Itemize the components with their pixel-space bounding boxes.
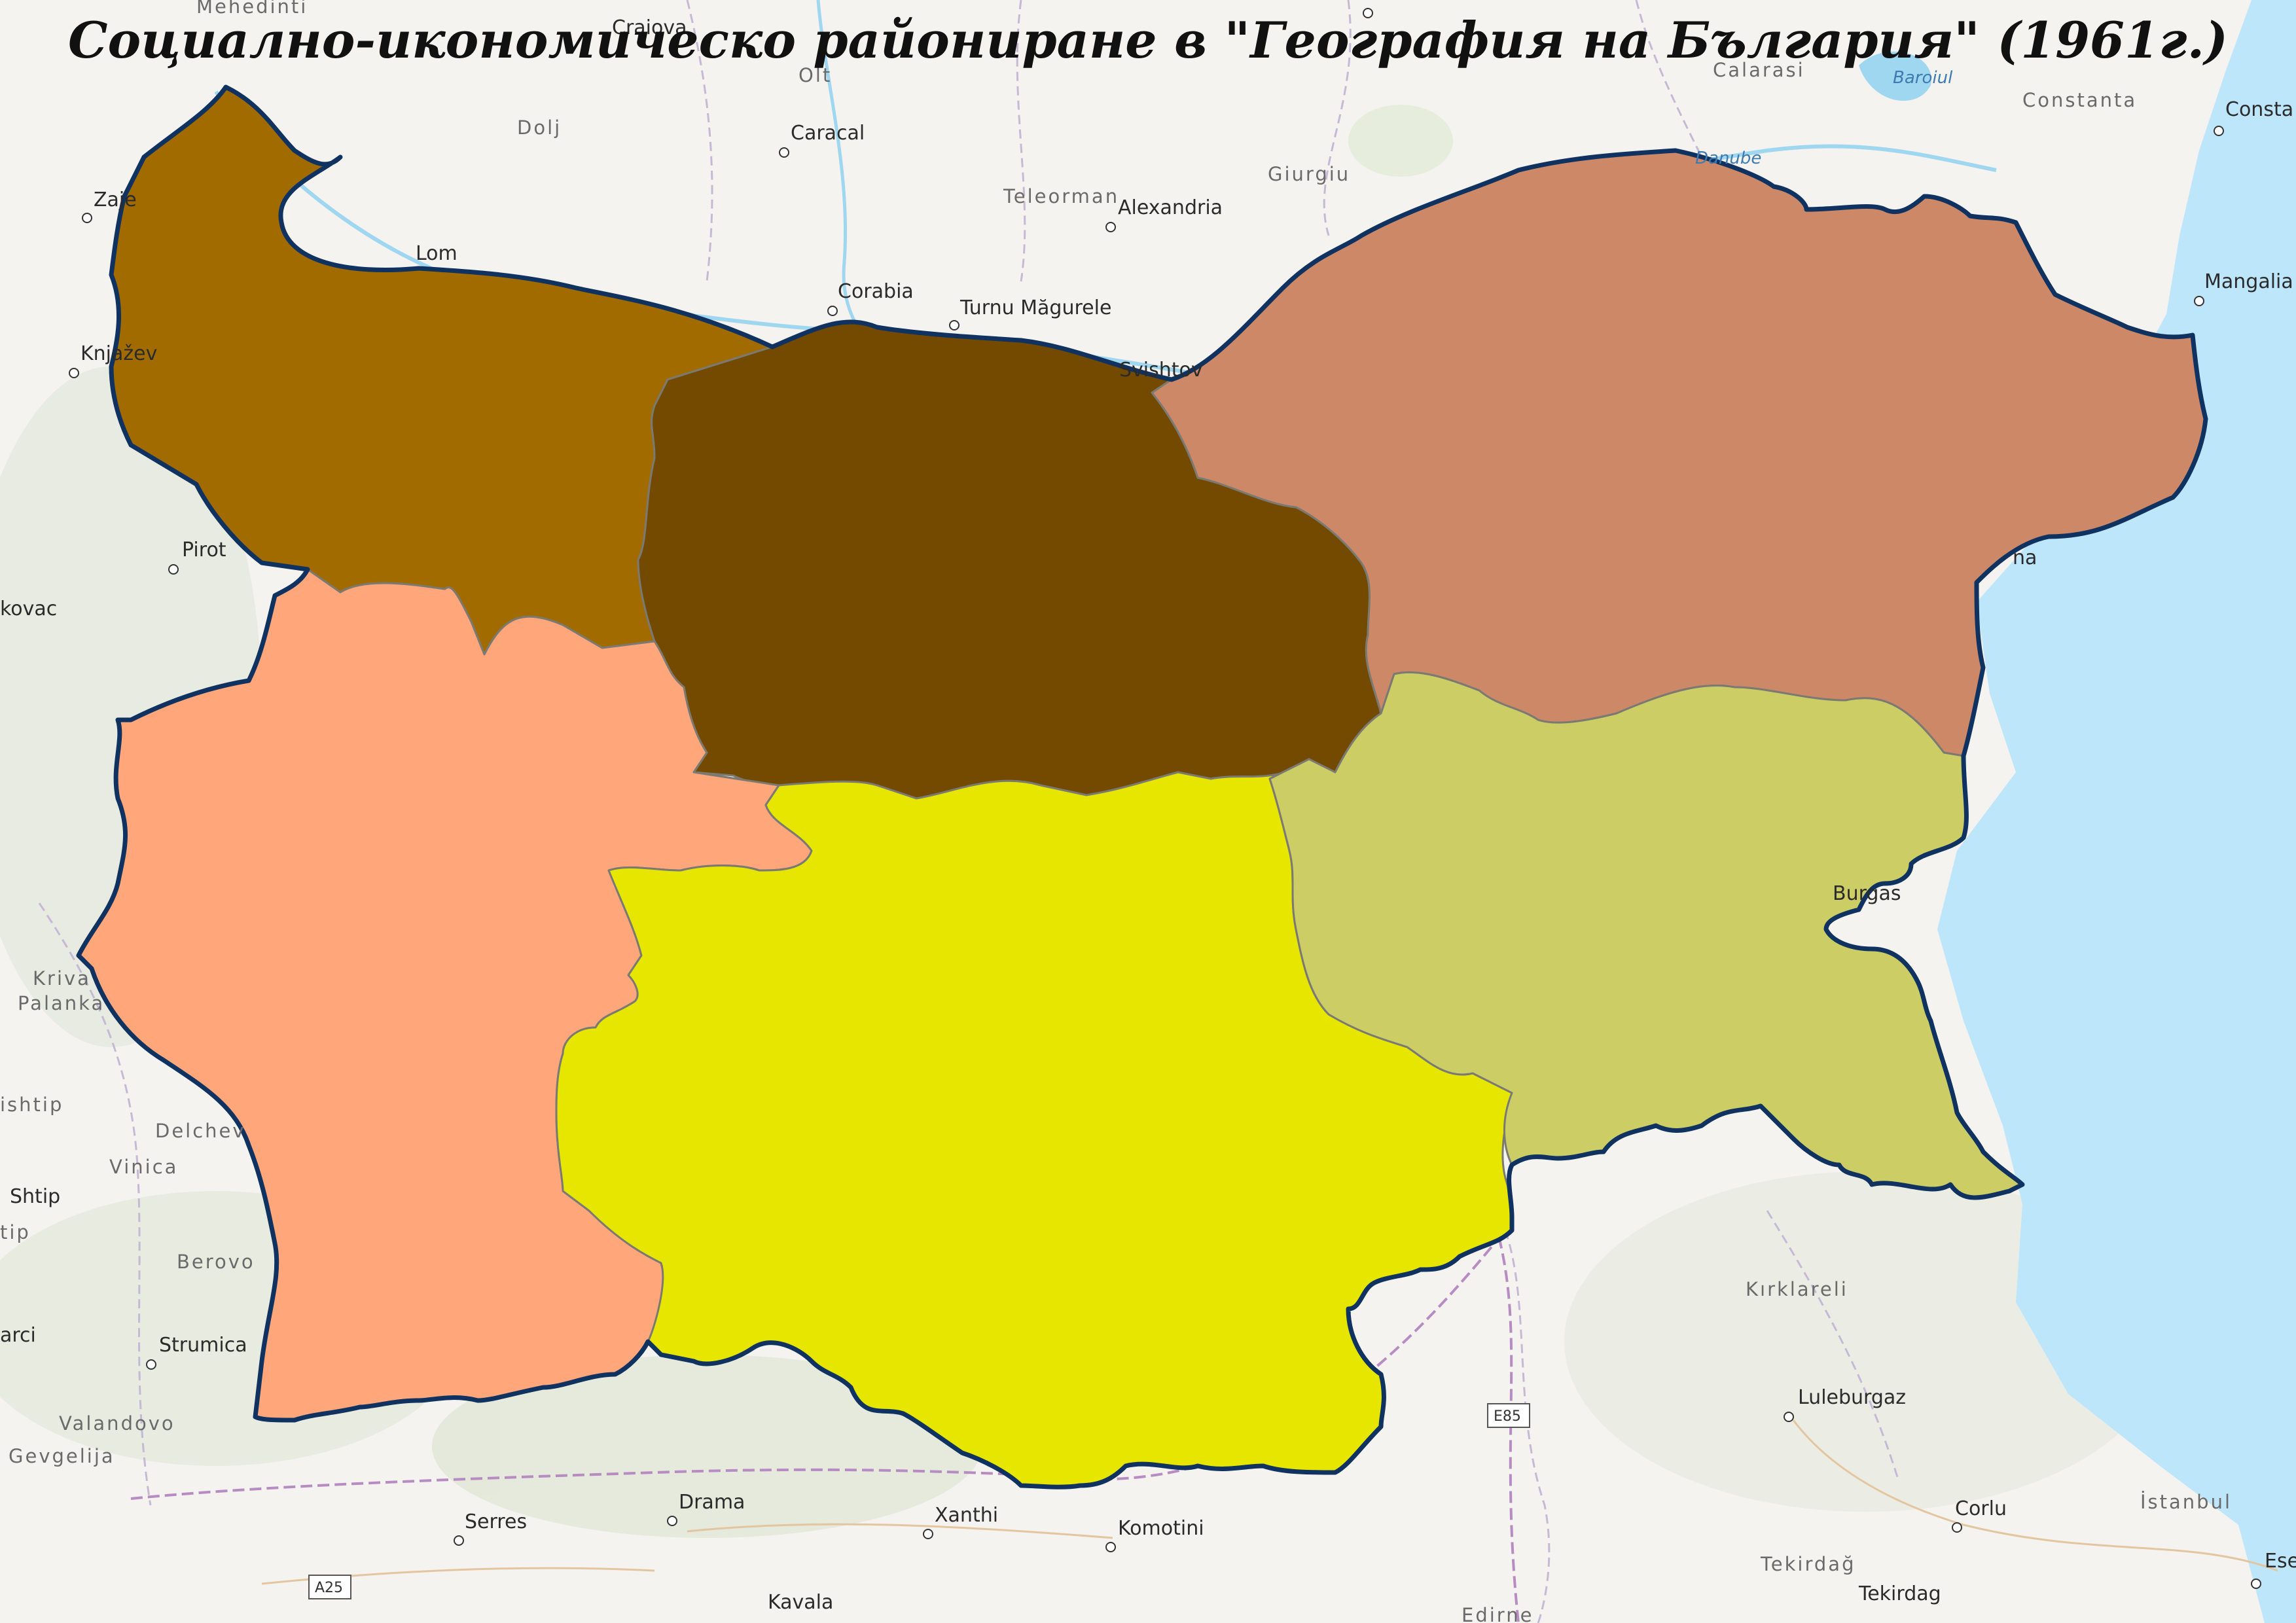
label-constanta: Consta xyxy=(2225,98,2293,121)
label-kirklareli: Kırklareli xyxy=(1746,1278,1848,1300)
label-kriva: Kriva xyxy=(33,967,91,990)
lake-baroiul xyxy=(1859,51,1931,101)
label-tekirdag: Tekirdag xyxy=(1858,1582,1941,1605)
label-berovo: Berovo xyxy=(177,1251,255,1273)
label-knjazevac: Knjažev xyxy=(81,342,157,365)
label-drama: Drama xyxy=(679,1491,745,1514)
label-strumica: Strumica xyxy=(159,1334,247,1357)
label-alexandria: Alexandria xyxy=(1118,196,1223,219)
label-pirot: Pirot xyxy=(182,539,226,562)
label-lom: Lom xyxy=(416,242,457,265)
label-valandovo: Valandovo xyxy=(59,1412,175,1435)
black-sea xyxy=(1937,0,2296,1623)
label-shtip: Shtip xyxy=(10,1185,60,1208)
label-kavala: Kavala xyxy=(768,1591,833,1614)
settlement-dots xyxy=(69,8,2261,1589)
label-mehedinti: Mehedinti xyxy=(196,0,308,18)
label-vinica: Vinica xyxy=(109,1156,178,1178)
label-olt: Olt xyxy=(798,64,832,86)
road-shield-e85 xyxy=(1487,1403,1530,1428)
label-serres: Serres xyxy=(465,1510,527,1533)
label-stip-region: ishtip xyxy=(0,1094,63,1116)
label-luleburgaz: Luleburgaz xyxy=(1798,1386,1906,1409)
label-xanthi: Xanthi xyxy=(935,1504,998,1527)
label-gevgelija: Gevgelija xyxy=(9,1445,115,1467)
label-tip: tip xyxy=(0,1221,31,1243)
label-caracal: Caracal xyxy=(791,122,865,145)
olt-river xyxy=(816,0,859,329)
label-giurgiu: Giurgiu xyxy=(1268,163,1350,185)
road-shield-a25 xyxy=(308,1575,351,1599)
label-corabia: Corabia xyxy=(838,280,914,303)
label-baroiul: Baroiul xyxy=(1893,68,1953,88)
bulgaria-border xyxy=(76,84,2208,1489)
map-title: Социално-икономическо райониране в "Геог… xyxy=(68,11,2228,69)
label-danube: Danube xyxy=(1695,149,1761,168)
regions xyxy=(77,86,2207,1488)
label-ese: Ese xyxy=(2265,1550,2296,1573)
label-dolj: Dolj xyxy=(517,116,562,139)
label-corlu: Corlu xyxy=(1955,1497,2007,1520)
label-babusnica: kovac xyxy=(0,597,57,620)
label-tekirdag-region: Tekirdağ xyxy=(1760,1553,1856,1575)
label-varna: na xyxy=(2013,546,2037,569)
label-constanta-region: Constanta xyxy=(2022,89,2137,111)
label-mangalia: Mangalia xyxy=(2204,270,2293,293)
label-istanbul: İstanbul xyxy=(2140,1491,2232,1513)
label-delchevo: Delchev xyxy=(155,1120,246,1142)
label-zajecar: Zaje xyxy=(94,188,137,211)
label-craiova: Craiova xyxy=(612,16,687,39)
admin-boundaries xyxy=(38,0,1899,1623)
label-svishtov: Svishtov xyxy=(1119,359,1203,382)
label-palanka: Palanka xyxy=(18,992,105,1014)
label-komotini: Komotini xyxy=(1118,1517,1204,1540)
label-a25: A25 xyxy=(315,1580,343,1596)
label-turnu-magurele: Turnu Măgurele xyxy=(960,296,1111,319)
label-calarasi: Calarasi xyxy=(1713,59,1805,81)
label-teleorman: Teleorman xyxy=(1003,185,1119,207)
label-e85: E85 xyxy=(1494,1408,1521,1425)
label-burgas: Burgas xyxy=(1833,882,1901,905)
label-marci: arci xyxy=(0,1324,36,1347)
label-edirne: Edirne xyxy=(1462,1604,1534,1623)
